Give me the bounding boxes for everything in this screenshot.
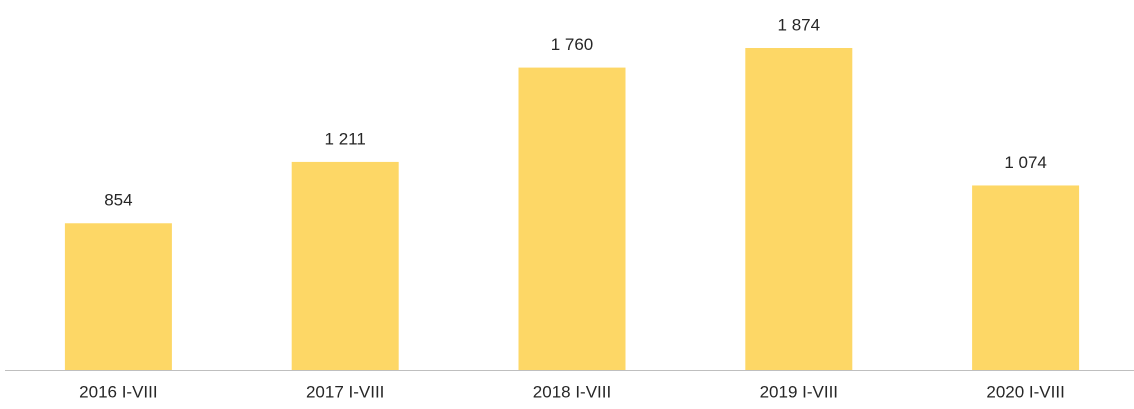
- value-label: 1 211: [325, 129, 366, 148]
- value-label: 854: [104, 191, 132, 210]
- x-tick-label: 2019 I-VIII: [760, 382, 838, 401]
- value-label: 1 074: [1004, 153, 1047, 172]
- value-label: 1 760: [551, 35, 594, 54]
- bar: [64, 223, 172, 370]
- bar: [518, 67, 626, 370]
- x-tick-label: 2018 I-VIII: [533, 382, 611, 401]
- x-tick-label: 2020 I-VIII: [986, 382, 1064, 401]
- x-tick-label: 2016 I-VIII: [79, 382, 157, 401]
- value-label: 1 874: [778, 15, 821, 34]
- x-tick-label: 2017 I-VIII: [306, 382, 384, 401]
- bar: [291, 161, 399, 370]
- bar: [972, 185, 1080, 370]
- bar: [745, 48, 853, 370]
